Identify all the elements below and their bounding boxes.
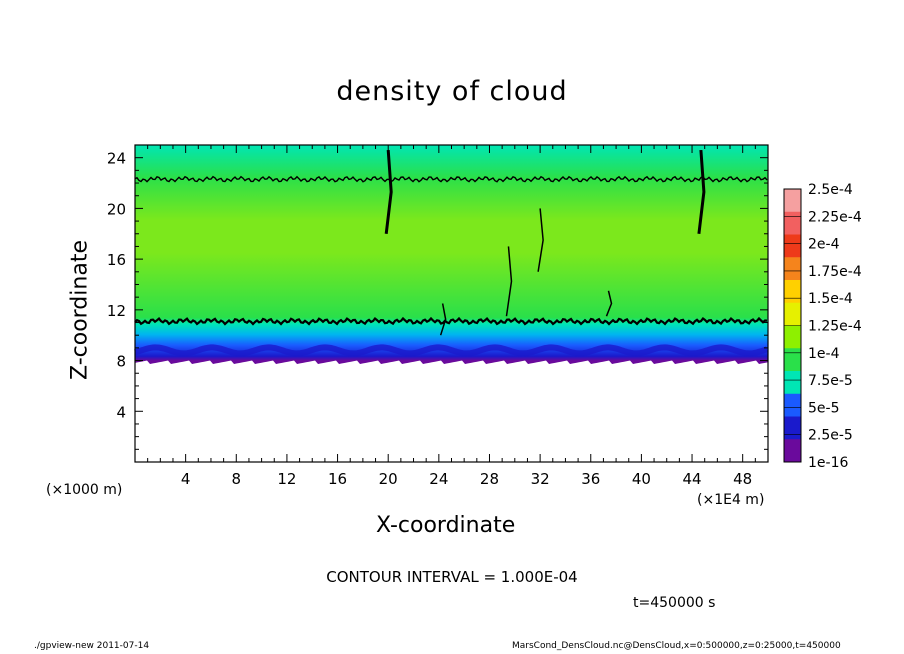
- contour-plume-3: [505, 246, 513, 317]
- y-tick-label: 8: [116, 353, 126, 371]
- y-unit-label: (×1000 m): [46, 482, 123, 498]
- x-tick-label: 44: [682, 470, 701, 488]
- contour-line-11.1: [134, 316, 768, 326]
- x-tick-label: 36: [581, 470, 600, 488]
- contour-interval-text: CONTOUR INTERVAL = 1.000E-04: [326, 568, 578, 586]
- x-tick-label: 4: [181, 470, 191, 488]
- colorbar-label: 1.25e-4: [808, 319, 862, 335]
- colorbar-swatch: [784, 234, 801, 258]
- colorbar-swatch: [784, 189, 801, 213]
- colorbar-swatch: [784, 416, 801, 440]
- footer-left-text: ./gpview-new 2011-07-14: [34, 641, 150, 651]
- colorbar-swatch: [784, 302, 801, 326]
- time-label: t=450000 s: [633, 595, 716, 611]
- colorbar-label: 1e-16: [808, 455, 848, 471]
- y-axis-label: Z-coordinate: [67, 240, 93, 380]
- x-tick-label: 32: [531, 470, 550, 488]
- colorbar-swatch: [784, 371, 801, 395]
- contour-plume-2: [439, 303, 447, 336]
- colorbar-label: 1.75e-4: [808, 264, 862, 280]
- cloud-base-band: [134, 344, 768, 357]
- x-axis-label: X-coordinate: [376, 513, 516, 538]
- x-tick-label: 24: [429, 470, 448, 488]
- contour-plume-1: [697, 149, 706, 234]
- contour-plume-5: [537, 208, 544, 272]
- y-tick-label: 12: [107, 302, 126, 320]
- colorbar-label: 5e-5: [808, 400, 839, 416]
- x-tick-label: 28: [480, 470, 499, 488]
- contour-plume-4: [605, 290, 613, 317]
- colorbar-label: 2.25e-4: [808, 209, 862, 225]
- footer-right-text: MarsCond_DensCloud.nc@DensCloud,x=0:5000…: [512, 641, 841, 651]
- contour-lines: [134, 149, 768, 336]
- colorbar-swatch: [784, 393, 801, 417]
- colorbar-label: 2.5e-5: [808, 428, 853, 444]
- y-tick-label: 4: [116, 403, 126, 421]
- colorbar-label: 1e-4: [808, 346, 840, 362]
- x-tick-label: 48: [733, 470, 752, 488]
- colorbar-swatch: [784, 325, 801, 349]
- colorbar-swatch: [784, 211, 801, 235]
- x-tick-label: 8: [232, 470, 242, 488]
- colorbar-label: 2e-4: [808, 237, 840, 253]
- contour-line-22.3: [134, 175, 768, 183]
- colorbar-swatch: [784, 348, 801, 372]
- colorbar-swatch: [784, 280, 801, 304]
- x-tick-label: 16: [328, 470, 347, 488]
- x-unit-label: (×1E4 m): [697, 492, 765, 508]
- cloud-base-edge: [135, 360, 768, 364]
- colorbar-label: 1.5e-4: [808, 291, 853, 307]
- y-tick-label: 20: [107, 200, 126, 218]
- colorbar-swatch: [784, 439, 801, 463]
- y-tick-label: 24: [107, 150, 126, 168]
- colorbar-label: 2.5e-4: [808, 182, 853, 198]
- y-tick-label: 16: [107, 251, 126, 269]
- chart-title: density of cloud: [336, 76, 568, 107]
- x-tick-label: 20: [379, 470, 398, 488]
- x-tick-label: 12: [277, 470, 296, 488]
- x-tick-label: 40: [632, 470, 651, 488]
- colorbar-label: 7.5e-5: [808, 373, 853, 389]
- colorbar-swatch: [784, 257, 801, 281]
- contour-plume-0: [384, 149, 393, 234]
